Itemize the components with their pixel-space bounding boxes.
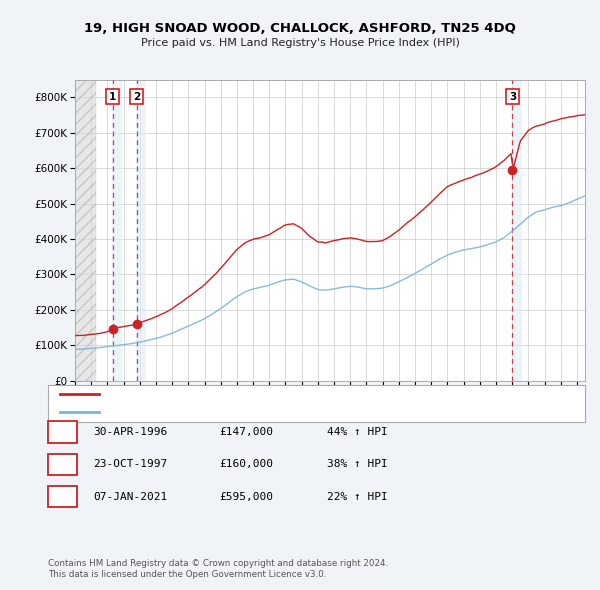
Text: 1: 1 [59, 427, 66, 437]
Text: HPI: Average price, detached house, Ashford: HPI: Average price, detached house, Ashf… [104, 408, 322, 417]
Text: 38% ↑ HPI: 38% ↑ HPI [327, 460, 388, 469]
Text: 2: 2 [133, 91, 140, 101]
Text: 44% ↑ HPI: 44% ↑ HPI [327, 427, 388, 437]
Text: Contains HM Land Registry data © Crown copyright and database right 2024.
This d: Contains HM Land Registry data © Crown c… [48, 559, 388, 579]
Bar [75, 80, 96, 381]
Text: 23-OCT-1997: 23-OCT-1997 [93, 460, 167, 469]
Bar [512, 80, 522, 381]
Text: 30-APR-1996: 30-APR-1996 [93, 427, 167, 437]
Text: 3: 3 [509, 91, 516, 101]
Bar [136, 80, 146, 381]
Text: 07-JAN-2021: 07-JAN-2021 [93, 492, 167, 502]
Text: 2: 2 [59, 460, 66, 469]
Text: 19, HIGH SNOAD WOOD, CHALLOCK, ASHFORD, TN25 4DQ: 19, HIGH SNOAD WOOD, CHALLOCK, ASHFORD, … [84, 22, 516, 35]
Text: 19, HIGH SNOAD WOOD, CHALLOCK, ASHFORD, TN25 4DQ (detached house): 19, HIGH SNOAD WOOD, CHALLOCK, ASHFORD, … [104, 389, 479, 399]
Text: Price paid vs. HM Land Registry's House Price Index (HPI): Price paid vs. HM Land Registry's House … [140, 38, 460, 48]
Text: 1: 1 [109, 91, 116, 101]
Text: £160,000: £160,000 [219, 460, 273, 469]
Text: £595,000: £595,000 [219, 492, 273, 502]
Text: £147,000: £147,000 [219, 427, 273, 437]
Bar [112, 80, 122, 381]
Text: 22% ↑ HPI: 22% ↑ HPI [327, 492, 388, 502]
Text: 3: 3 [59, 492, 66, 502]
